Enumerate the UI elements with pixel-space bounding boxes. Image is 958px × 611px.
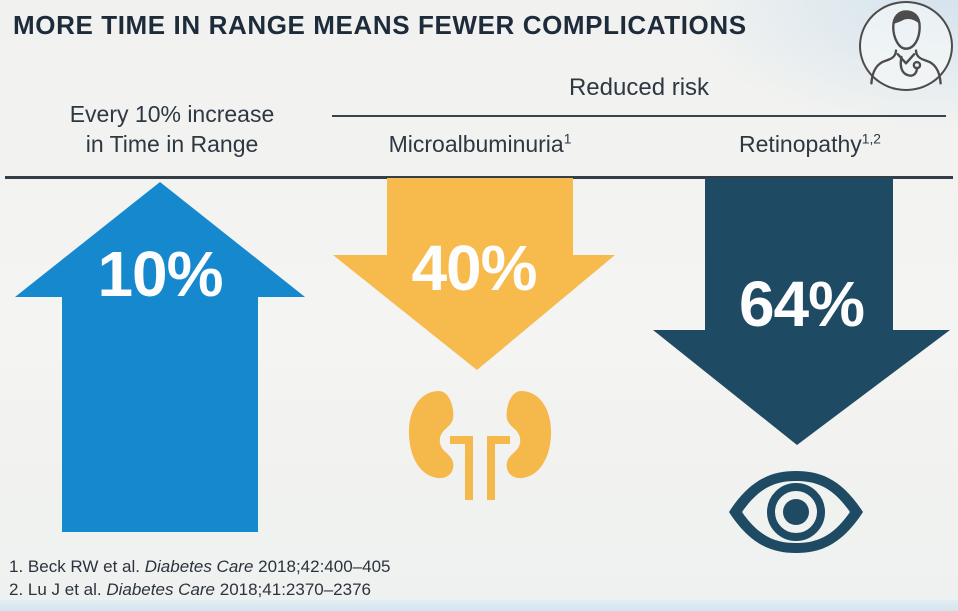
- time-in-range-percent: 10%: [97, 238, 223, 310]
- scan-edge-strip: [0, 600, 958, 611]
- footnote-2: 2. Lu J et al. Diabetes Care 2018;41:237…: [9, 580, 372, 599]
- doctor-icon: [870, 10, 942, 85]
- down-arrow-shape: [653, 178, 950, 445]
- retinopathy-label: Retinopathy1,2: [739, 131, 881, 157]
- microalbuminuria-label: Microalbuminuria1: [388, 131, 572, 157]
- reduced-risk-underline: [332, 115, 946, 117]
- reduced-risk-heading: Reduced risk: [568, 74, 710, 101]
- footnotes: 1. Beck RW et al. Diabetes Care 2018;42:…: [9, 555, 391, 601]
- down-arrow-retinopathy: [653, 178, 950, 445]
- divider-rule: [5, 176, 953, 179]
- kidneys-icon: [408, 391, 552, 500]
- journal-name: Diabetes Care: [106, 580, 216, 599]
- up-arrow-shape: [15, 182, 305, 532]
- down-arrow-microalbuminuria: [333, 178, 615, 370]
- journal-name: Diabetes Care: [144, 557, 254, 576]
- time-in-range-heading-line1: Every 10% increase: [69, 101, 275, 127]
- time-in-range-heading: Every 10% increase in Time in Range: [40, 99, 304, 159]
- time-in-range-heading-line2: in Time in Range: [85, 131, 259, 157]
- eye-icon: [729, 471, 863, 553]
- doctor-badge: [859, 1, 953, 91]
- page-title: MORE TIME IN RANGE MEANS FEWER COMPLICAT…: [13, 10, 747, 40]
- up-arrow-time-in-range: [15, 182, 305, 532]
- retinopathy-superscript: 1,2: [861, 131, 881, 147]
- retinopathy-percent: 64%: [738, 268, 865, 340]
- footnote-1: 1. Beck RW et al. Diabetes Care 2018;42:…: [9, 557, 391, 576]
- microalbuminuria-superscript: 1: [563, 131, 572, 147]
- down-arrow-shape: [333, 178, 615, 370]
- microalbuminuria-percent: 40%: [411, 232, 537, 304]
